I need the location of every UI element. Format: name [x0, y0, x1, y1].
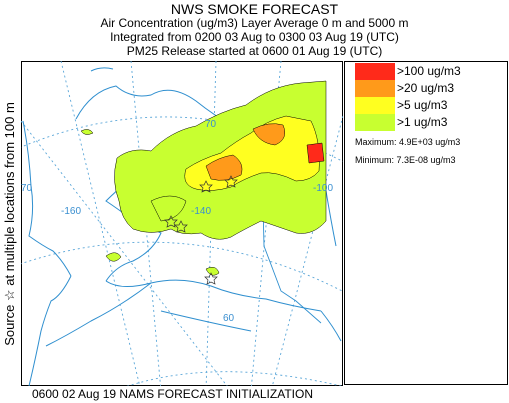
meridian-160-line	[60, 61, 141, 386]
legend-minimum: Minimum: 7.3E-08 ug/m3	[355, 155, 456, 165]
source-star-3	[199, 180, 213, 193]
smoke-area-20ug-a	[205, 154, 243, 181]
legend-swatch-1	[355, 114, 395, 131]
lat-label-70: 70	[205, 119, 217, 130]
legend-row-5: >5 ug/m3	[355, 97, 500, 114]
source-star-2	[174, 220, 188, 233]
lat-label-60: 60	[223, 313, 235, 324]
smoke-area-100ug	[306, 142, 325, 164]
concentration-subtitle: Air Concentration (ug/m3) Layer Average …	[100, 16, 409, 30]
gulf-coast	[160, 310, 252, 332]
lon-label-minus100: -100	[313, 183, 333, 194]
latitude-65-line	[21, 241, 343, 292]
legend-label-5: >5 ug/m3	[397, 98, 448, 112]
south-alaska-coast	[105, 279, 322, 312]
source-side-label: Source ☆ at multiple locations from 100 …	[1, 61, 19, 386]
lon-label-minus160: -160	[61, 206, 81, 217]
latitude-60-line	[126, 371, 343, 386]
source-star-1	[164, 215, 178, 228]
legend-swatch-5	[355, 97, 395, 114]
integration-period: Integrated from 0200 03 Aug to 0300 03 A…	[110, 30, 399, 44]
wrangel-island	[90, 67, 114, 72]
legend-maximum: Maximum: 4.9E+03 ug/m3	[355, 137, 461, 147]
meridian-120-line	[271, 115, 343, 386]
smoke-area-20ug-b	[252, 123, 285, 146]
legend-swatch-100	[355, 63, 395, 80]
smoke-patch-nw	[80, 129, 94, 135]
chukotka-coast	[22, 120, 72, 277]
source-star-5	[204, 272, 218, 285]
release-start: PM25 Release started at 0600 01 Aug 19 (…	[126, 44, 383, 58]
legend-row-1: >1 ug/m3	[355, 114, 500, 131]
legend-label-20: >20 ug/m3	[397, 81, 455, 95]
aleutian-chain	[45, 282, 152, 347]
source-label-text: Source ☆ at multiple locations from 100 …	[2, 101, 17, 346]
smoke-map: 70 -170 -160 -140 -100 60	[21, 61, 343, 386]
legend-swatch-20	[355, 80, 395, 97]
smoke-patch-s	[205, 266, 220, 276]
graticule-labels: 70 -170 -160 -140 -100 60	[21, 119, 333, 324]
lon-label-minus140: -140	[191, 206, 211, 217]
canada-coast-east	[325, 190, 337, 247]
legend-row-100: >100 ug/m3	[355, 63, 500, 80]
legend-row-20: >20 ug/m3	[355, 80, 500, 97]
fire-sources	[164, 175, 238, 285]
forecast-initialization: 0600 02 Aug 19 NAMS FORECAST INITIALIZAT…	[32, 387, 313, 401]
smoke-patch-sw	[105, 252, 122, 262]
meridian-170-line	[21, 120, 228, 386]
legend-label-100: >100 ug/m3	[397, 64, 461, 78]
lon-label-minus170: -170	[21, 183, 32, 194]
kamchatka-coast	[28, 275, 72, 386]
forecast-title: NWS SMOKE FORECAST	[170, 1, 339, 17]
source-star-4	[224, 175, 238, 188]
panhandle-coast	[320, 310, 342, 342]
smoke-plume	[80, 80, 327, 276]
smoke-area-west	[150, 195, 187, 222]
legend-label-1: >1 ug/m3	[397, 115, 448, 129]
concentration-legend: >100 ug/m3 >20 ug/m3 >5 ug/m3 >1 ug/m3 M…	[344, 61, 508, 385]
latitude-70-line	[21, 116, 343, 162]
